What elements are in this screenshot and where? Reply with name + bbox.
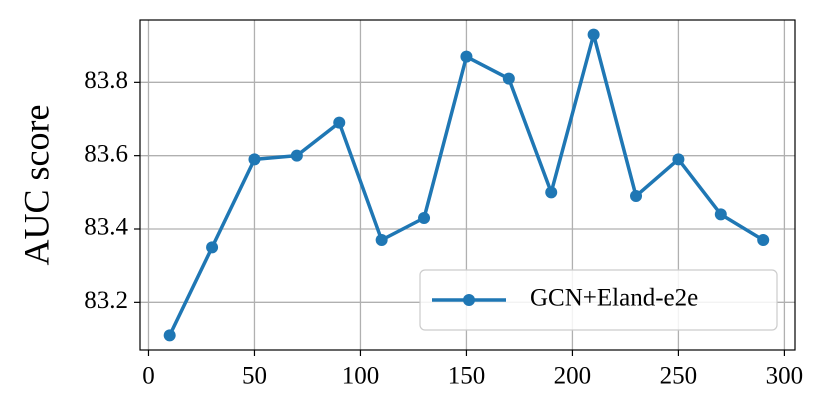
y-tick-label: 83.4 [84,214,128,241]
y-tick-label: 83.8 [84,67,128,94]
point [290,149,303,162]
x-tick-label: 50 [242,363,267,390]
point [587,28,600,41]
legend-marker [463,294,475,306]
point [206,241,219,254]
point [333,116,346,129]
x-tick-label: 0 [142,363,155,390]
point [460,50,473,63]
point [630,190,643,202]
y-tick-label: 83.6 [84,140,128,167]
point [418,212,431,224]
x-tick-label: 200 [554,363,592,390]
point [163,329,176,342]
legend-label: GCN+Eland-e2e [530,285,698,312]
x-tick-label: 250 [660,363,698,390]
y-tick-label: 83.2 [84,287,128,314]
point [375,234,388,246]
point [714,208,727,221]
x-tick-label: 300 [766,363,804,390]
point [672,153,685,166]
point [545,186,558,199]
point [502,72,515,85]
legend-box [419,269,778,331]
x-tick-label: 150 [448,363,486,390]
y-axis-label: AUC score [16,105,56,266]
point [248,153,261,166]
x-tick-label: 100 [342,363,380,390]
plot-frame [139,19,796,351]
point [757,234,770,246]
